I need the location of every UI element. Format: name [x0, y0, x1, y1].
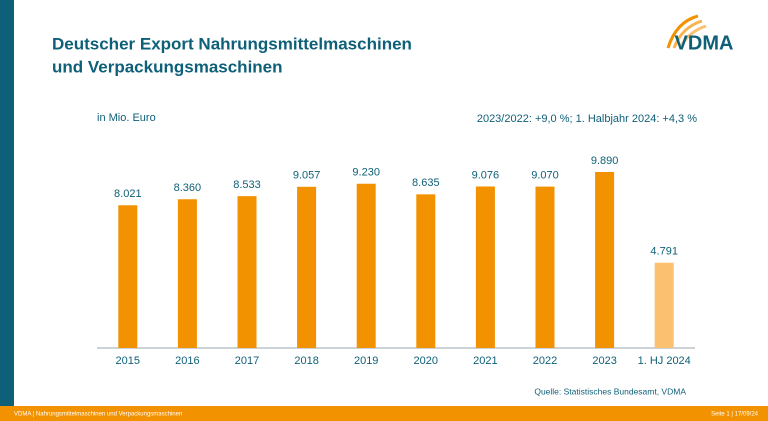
y-axis-label: in Mio. Euro: [97, 112, 156, 124]
bar: [297, 186, 317, 348]
logo-arc: [672, 19, 703, 49]
bar: [595, 172, 615, 348]
value-label: 9.076: [472, 169, 500, 181]
x-tick-label: 2017: [235, 355, 259, 367]
value-label: 8.360: [174, 182, 202, 194]
x-tick-label: 2018: [294, 355, 318, 367]
source: Quelle: Statistisches Bundesamt, VDMA: [534, 386, 686, 396]
logo: VDMA: [666, 14, 734, 54]
bar: [535, 186, 555, 348]
bar: [177, 199, 197, 348]
bar: [416, 194, 436, 348]
x-tick-label: 2022: [533, 355, 557, 367]
footer-right: Seite 1 | 17/09/24: [711, 412, 759, 418]
annotation: 2023/2022: +9,0 %; 1. Halbjahr 2024: +4,…: [477, 113, 697, 125]
footer-left: VDMA | Nahrungsmittelmaschinen und Verpa…: [14, 412, 182, 418]
value-label: 9.230: [352, 167, 380, 179]
x-tick-label: 2023: [592, 355, 616, 367]
logo-text: VDMA: [675, 32, 734, 54]
chart-title: Deutscher Export Nahrungsmittelmaschinen: [52, 34, 412, 53]
bar: [475, 186, 495, 348]
value-label: 8.635: [412, 177, 440, 189]
x-tick-label: 2015: [116, 355, 140, 367]
chart-title: und Verpackungsmaschinen: [52, 57, 283, 76]
logo-arc: [666, 14, 699, 49]
value-label: 8.021: [114, 188, 142, 200]
logo-arc: [678, 24, 707, 49]
value-label: 8.533: [233, 179, 261, 191]
value-label: 9.057: [293, 170, 321, 182]
value-label: 4.791: [650, 246, 678, 258]
x-tick-label: 2021: [473, 355, 497, 367]
x-tick-label: 2019: [354, 355, 378, 367]
x-tick-label: 2020: [414, 355, 438, 367]
x-tick-label: 1. HJ 2024: [638, 355, 691, 367]
bar: [356, 183, 376, 348]
side-bar: [0, 0, 14, 406]
value-label: 9.070: [531, 169, 559, 181]
value-label: 9.890: [591, 155, 619, 167]
x-tick-label: 2016: [175, 355, 199, 367]
bar: [118, 205, 138, 348]
bar: [654, 262, 674, 348]
bar: [237, 196, 257, 348]
footer-bar: [0, 406, 768, 421]
